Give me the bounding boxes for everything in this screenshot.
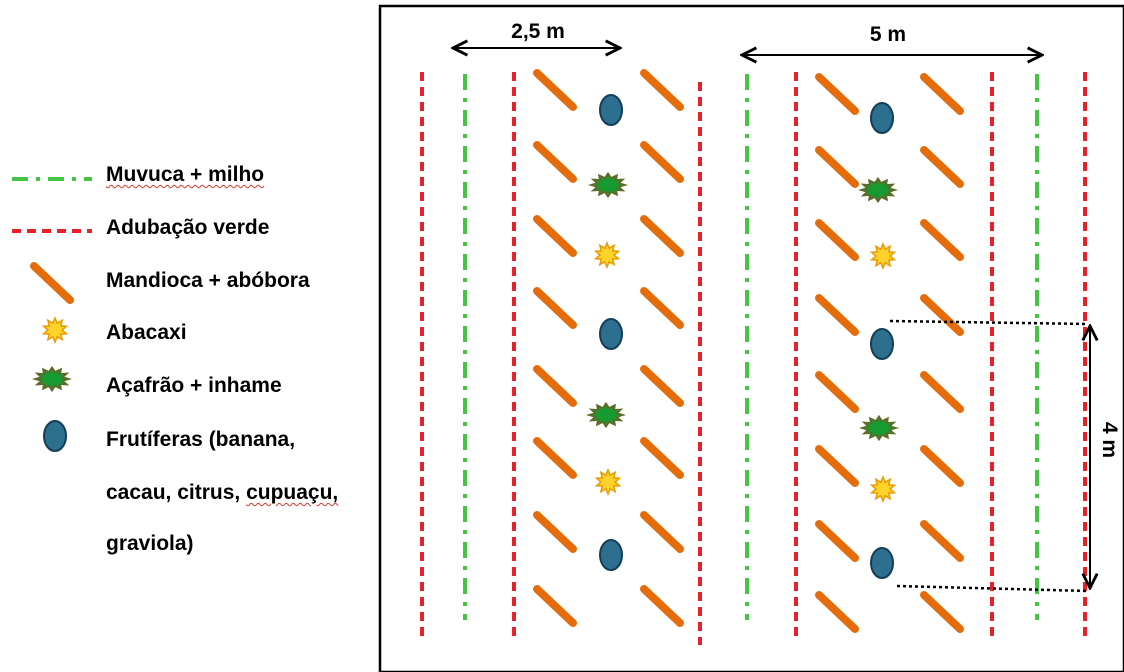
yellow-star-icon xyxy=(41,316,69,344)
legend-label-frutiferas-line1: Frutíferas (banana, xyxy=(106,428,296,451)
mandioca-abobora-plant xyxy=(815,371,859,413)
frutifera-plant xyxy=(599,318,623,350)
field-plants xyxy=(533,69,964,633)
mandioca-abobora-plant xyxy=(640,437,684,479)
legend-label-acafrao: Açafrão + inhame xyxy=(106,374,282,397)
dimension-label: 5 m xyxy=(870,23,906,46)
frutifera-plant xyxy=(870,547,894,579)
mandioca-abobora-plant xyxy=(640,511,684,553)
legend-label-frutiferas-line3: graviola) xyxy=(106,532,194,555)
mandioca-abobora-plant xyxy=(815,146,859,188)
mandioca-abobora-plant xyxy=(533,215,577,257)
abacaxi-plant xyxy=(593,241,621,269)
mandioca-abobora-plant xyxy=(533,437,577,479)
dimension-row-spacing: 4 m xyxy=(889,319,1121,593)
abacaxi-plant xyxy=(869,475,897,503)
mandioca-abobora-plant xyxy=(640,69,684,111)
mandioca-abobora-plant xyxy=(533,511,577,553)
mandioca-abobora-plant xyxy=(920,520,964,562)
mandioca-abobora-plant xyxy=(640,215,684,257)
mandioca-abobora-plant xyxy=(640,585,684,627)
mandioca-abobora-plant xyxy=(640,287,684,329)
legend-text: cacau, citrus, xyxy=(106,481,247,504)
dimension-guide xyxy=(889,319,1089,326)
legend-label-mandioca: Mandioca + abóbora xyxy=(106,269,310,292)
field-border xyxy=(378,4,1124,672)
dimension-narrow-spacing: 2,5 m xyxy=(453,20,620,48)
mandioca-abobora-plant xyxy=(533,69,577,111)
mandioca-abobora-plant xyxy=(533,287,577,329)
mandioca-abobora-plant xyxy=(815,520,859,562)
mandioca-abobora-plant xyxy=(815,219,859,261)
mandioca-abobora-plant xyxy=(920,146,964,188)
legend-text-squiggle: cupuaçu, xyxy=(246,481,339,504)
dimension-guide xyxy=(896,584,1089,593)
legend-label-muvuca: Muvuca + milho xyxy=(106,163,264,187)
mandioca-abobora-plant xyxy=(920,371,964,413)
frutifera-plant xyxy=(870,328,894,360)
mandioca-abobora-plant xyxy=(920,219,964,261)
blue-ellipse-icon xyxy=(43,420,67,452)
legend-icons xyxy=(12,177,92,452)
mandioca-abobora-plant xyxy=(533,585,577,627)
field-lines xyxy=(420,72,1087,645)
legend-label-adubacao: Adubação verde xyxy=(106,216,270,239)
mandioca-abobora-plant xyxy=(640,365,684,407)
dimension-wide-spacing: 5 m xyxy=(742,23,1042,55)
mandioca-abobora-plant xyxy=(920,294,964,336)
mandioca-abobora-plant xyxy=(815,445,859,487)
mandioca-abobora-plant xyxy=(815,294,859,336)
abacaxi-plant xyxy=(869,242,897,270)
legend-text: Muvuca + milho xyxy=(106,163,265,186)
abacaxi-plant xyxy=(594,468,622,496)
frutifera-plant xyxy=(599,94,623,126)
frutifera-plant xyxy=(870,102,894,134)
mandioca-abobora-plant xyxy=(533,141,577,183)
frutifera-plant xyxy=(599,539,623,571)
mandioca-abobora-plant xyxy=(920,73,964,115)
acafrao-inhame-plant xyxy=(858,414,900,442)
acafrao-inhame-plant xyxy=(585,401,627,429)
dimension-label: 2,5 m xyxy=(511,20,565,43)
acafrao-inhame-plant xyxy=(587,171,629,199)
legend-label-frutiferas-line2: cacau, citrus, cupuaçu, xyxy=(106,481,338,505)
dimension-label: 4 m xyxy=(1098,422,1121,458)
diagonal-bar-icon xyxy=(30,262,74,304)
legend-label-abacaxi: Abacaxi xyxy=(106,321,187,344)
mandioca-abobora-plant xyxy=(533,365,577,407)
mandioca-abobora-plant xyxy=(920,591,964,633)
green-star-icon xyxy=(31,365,73,393)
mandioca-abobora-plant xyxy=(640,141,684,183)
mandioca-abobora-plant xyxy=(815,73,859,115)
mandioca-abobora-plant xyxy=(920,445,964,487)
mandioca-abobora-plant xyxy=(815,591,859,633)
acafrao-inhame-plant xyxy=(857,176,899,204)
